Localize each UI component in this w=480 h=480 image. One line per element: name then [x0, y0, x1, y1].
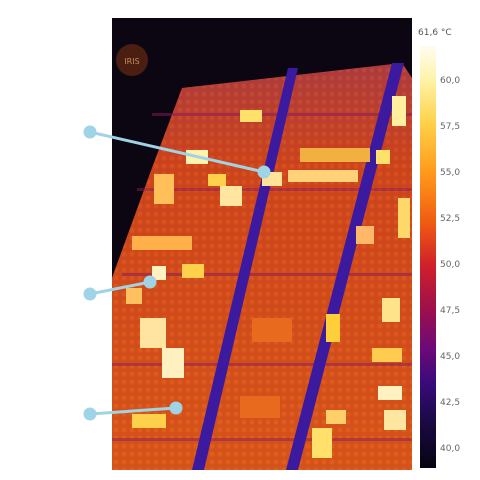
- scale-tick: 42,5: [440, 398, 461, 408]
- scale-tick: 45,0: [440, 352, 461, 362]
- pointer-head-bottom: [169, 401, 183, 415]
- scale-tick: 52,5: [440, 214, 461, 224]
- pointer-tail-middle: [83, 287, 97, 301]
- pointer-line-top: [88, 130, 266, 174]
- pointer-line-middle: [88, 280, 152, 296]
- pointer-head-middle: [143, 275, 157, 289]
- logo-mark: [116, 44, 148, 76]
- scale-tick: 40,0: [440, 444, 461, 454]
- scale-tick: 60,0: [440, 76, 461, 86]
- pointer-head-top: [257, 165, 271, 179]
- temperature-scale: 61,6 °C 60,0 57,5 55,0 52,5 50,0 47,5 45…: [414, 18, 476, 470]
- scale-tick: 50,0: [440, 260, 461, 270]
- scale-tick: 57,5: [440, 122, 461, 132]
- thermal-panel-graphic: IRIS: [112, 18, 412, 470]
- color-scale-bar: [420, 46, 436, 468]
- pointer-tail-bottom: [83, 407, 97, 421]
- pointer-line-bottom: [88, 406, 178, 416]
- hotspots: [126, 96, 410, 458]
- scale-tick: 47,5: [440, 306, 461, 316]
- panel-frame-bar-right: [286, 63, 404, 470]
- svg-text:IRIS: IRIS: [124, 57, 139, 66]
- scale-tick: 55,0: [440, 168, 461, 178]
- panel-frame-bar-left: [192, 68, 298, 470]
- pointer-tail-top: [83, 125, 97, 139]
- thermal-image: IRIS: [112, 18, 412, 470]
- scale-max-label: 61,6 °C: [418, 28, 452, 38]
